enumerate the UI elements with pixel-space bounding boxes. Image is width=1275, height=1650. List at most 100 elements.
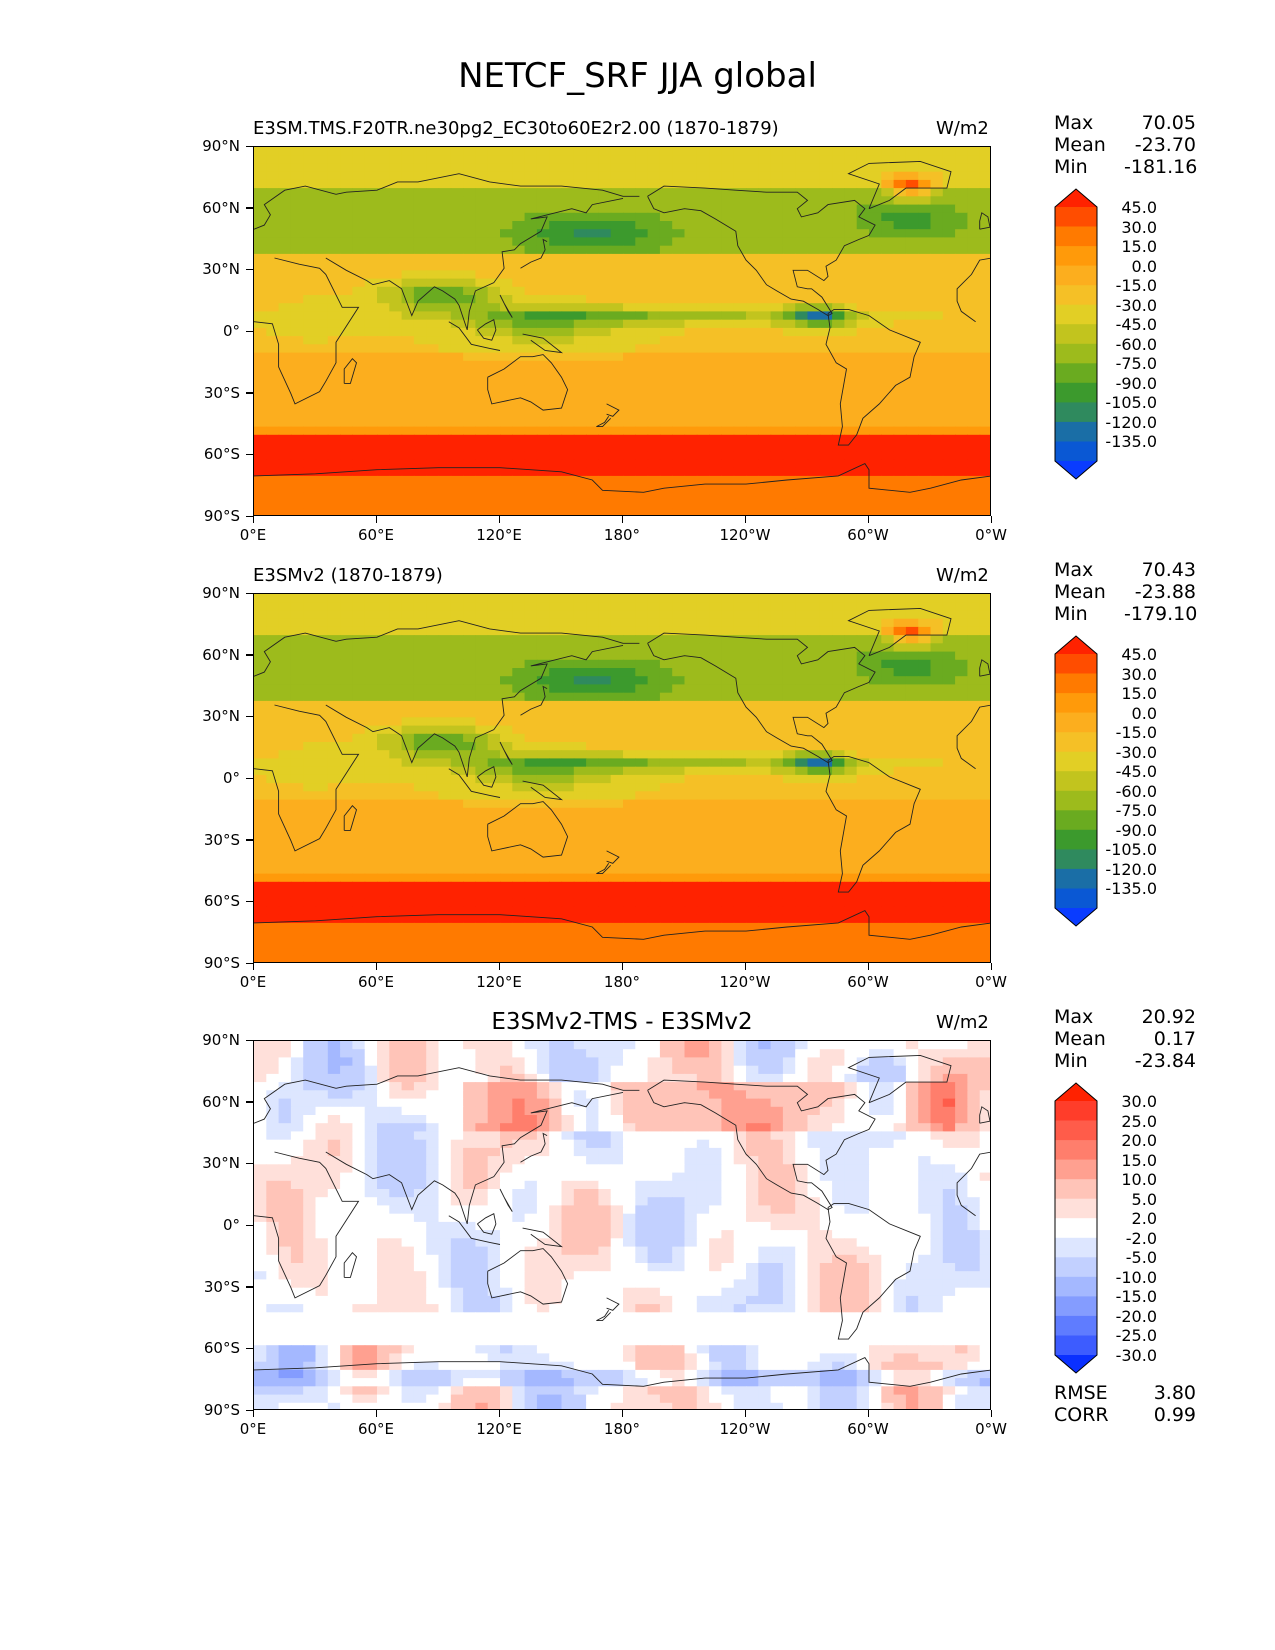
- coastlines: [254, 1054, 990, 1387]
- x-tick-label: 60°E: [357, 526, 395, 544]
- stats-box: Max 70.05 Mean -23.70 Min -181.16: [1054, 112, 1198, 178]
- colorbar-label: -105.0: [1105, 393, 1157, 413]
- colorbar-label: 30.0: [1121, 664, 1157, 684]
- map-panel-3: E3SMv2-TMS - E3SMv2 W/m2 90°N 60°N 30°N 0° 30°…: [0, 1006, 1275, 1462]
- colorbar-label: 2.0: [1131, 1209, 1157, 1229]
- colorbar-label: 30.0: [1121, 217, 1157, 237]
- colorbar-label: 20.0: [1121, 1131, 1157, 1151]
- colorbar-label: -25.0: [1115, 1326, 1157, 1346]
- coastlines: [254, 607, 990, 940]
- colorbar-label: -5.0: [1125, 1248, 1157, 1268]
- y-tick-label: 0°: [222, 769, 240, 787]
- map-field: [253, 146, 991, 516]
- y-tick-label: 30°S: [203, 1277, 240, 1296]
- colorbar: [1054, 1082, 1098, 1378]
- colorbar-label: -20.0: [1115, 1306, 1157, 1326]
- colorbar-label: -2.0: [1125, 1228, 1157, 1248]
- colorbar-label: 45.0: [1121, 198, 1157, 217]
- stat-row: Max 70.05: [1054, 112, 1196, 134]
- x-tick-label: 60°W: [847, 526, 889, 544]
- units-label: W/m2: [936, 565, 989, 586]
- colorbar: [1054, 188, 1098, 484]
- panel-title: E3SM.TMS.F20TR.ne30pg2_EC30to60E2r2.00 (…: [253, 118, 779, 139]
- y-tick-label: 0°: [222, 322, 240, 340]
- x-tick-label: 0°W: [975, 973, 1007, 991]
- x-tick-label: 120°W: [719, 973, 771, 991]
- stat-row: Max 70.43: [1054, 559, 1196, 581]
- y-tick-label: 30°N: [202, 1154, 240, 1173]
- y-tick-label: 90°N: [202, 137, 240, 155]
- colorbar-label: -15.0: [1115, 1287, 1157, 1307]
- map-field: [253, 593, 991, 963]
- x-tick-label: 60°W: [847, 1420, 889, 1438]
- colorbar-label: -10.0: [1115, 1267, 1157, 1287]
- x-tick-label: 120°E: [476, 973, 522, 991]
- colorbar-label: 15.0: [1121, 237, 1157, 257]
- colorbar-label: 45.0: [1121, 645, 1157, 664]
- colorbar-label: -30.0: [1115, 1346, 1157, 1365]
- stat-row: Max 20.92: [1054, 1006, 1196, 1028]
- map-panel-1: E3SM.TMS.F20TR.ne30pg2_EC30to60E2r2.00 (…: [0, 112, 1275, 568]
- units-label: W/m2: [936, 1012, 989, 1033]
- x-tick-label: 120°E: [476, 1420, 522, 1438]
- colorbar-label: 0.0: [1131, 703, 1157, 723]
- colorbar-label: -75.0: [1115, 801, 1157, 821]
- map-field: [253, 1040, 991, 1410]
- x-tick-label: 180°: [603, 973, 641, 991]
- stat-row: Min -23.84: [1054, 1050, 1196, 1072]
- x-tick-label: 180°: [603, 526, 641, 544]
- stat-row: Min -179.10: [1054, 603, 1198, 625]
- y-tick-label: 60°S: [203, 892, 240, 911]
- y-tick-label: 0°: [222, 1216, 240, 1234]
- colorbar-label: -60.0: [1115, 781, 1157, 801]
- x-tick-label: 120°W: [719, 526, 771, 544]
- panel-title: E3SMv2-TMS - E3SMv2: [491, 1009, 753, 1035]
- y-tick-label: 90°S: [203, 954, 240, 972]
- x-tick-label: 180°: [603, 1420, 641, 1438]
- y-tick-label: 90°S: [203, 1401, 240, 1419]
- colorbar-label: 30.0: [1121, 1092, 1157, 1111]
- colorbar-label: -90.0: [1115, 820, 1157, 840]
- colorbar-label: 10.0: [1121, 1170, 1157, 1190]
- x-tick-label: 0°E: [239, 973, 267, 991]
- x-tick-label: 0°E: [239, 1420, 267, 1438]
- stat-row: Mean -23.88: [1054, 581, 1196, 603]
- colorbar-label: -135.0: [1105, 432, 1157, 452]
- stat-row: Min -181.16: [1054, 156, 1198, 178]
- coastlines: [254, 160, 990, 493]
- panel-title: E3SMv2 (1870-1879): [253, 565, 443, 586]
- y-tick-label: 30°S: [203, 830, 240, 849]
- stats-box: Max 70.43 Mean -23.88 Min -179.10: [1054, 559, 1198, 625]
- colorbar-label: 15.0: [1121, 1150, 1157, 1170]
- stat-row: Mean 0.17: [1054, 1028, 1196, 1050]
- colorbar-label: -120.0: [1105, 412, 1157, 432]
- colorbar-label: -45.0: [1115, 315, 1157, 335]
- y-tick-label: 90°N: [202, 584, 240, 602]
- y-tick-label: 90°N: [202, 1031, 240, 1049]
- rmse-corr-box: RMSE 3.80 CORR 0.99: [1054, 1382, 1196, 1426]
- colorbar-label: -60.0: [1115, 334, 1157, 354]
- colorbar-label: 5.0: [1131, 1189, 1157, 1209]
- x-tick-label: 60°E: [357, 973, 395, 991]
- x-tick-label: 60°W: [847, 973, 889, 991]
- colorbar-label: -105.0: [1105, 840, 1157, 860]
- map-panel-2: E3SMv2 (1870-1879) W/m2 90°N 60°N 30°N 0° 30°S…: [0, 559, 1275, 1015]
- figure-title: NETCF_SRF JJA global: [458, 56, 817, 96]
- colorbar-label: -15.0: [1115, 723, 1157, 743]
- y-tick-label: 60°S: [203, 1339, 240, 1358]
- y-tick-label: 30°N: [202, 260, 240, 279]
- colorbar: [1054, 635, 1098, 931]
- x-tick-label: 0°W: [975, 1420, 1007, 1438]
- colorbar-label: 25.0: [1121, 1111, 1157, 1131]
- x-tick-label: 60°E: [357, 1420, 395, 1438]
- colorbar-label: -30.0: [1115, 742, 1157, 762]
- y-tick-label: 60°N: [202, 1092, 240, 1111]
- colorbar-label: 15.0: [1121, 684, 1157, 704]
- colorbar-label: -90.0: [1115, 373, 1157, 393]
- y-tick-label: 30°S: [203, 383, 240, 402]
- x-tick-label: 120°E: [476, 526, 522, 544]
- y-tick-label: 90°S: [203, 507, 240, 525]
- stats-box: Max 20.92 Mean 0.17 Min -23.84: [1054, 1006, 1196, 1072]
- y-tick-label: 30°N: [202, 707, 240, 726]
- colorbar-label: 0.0: [1131, 256, 1157, 276]
